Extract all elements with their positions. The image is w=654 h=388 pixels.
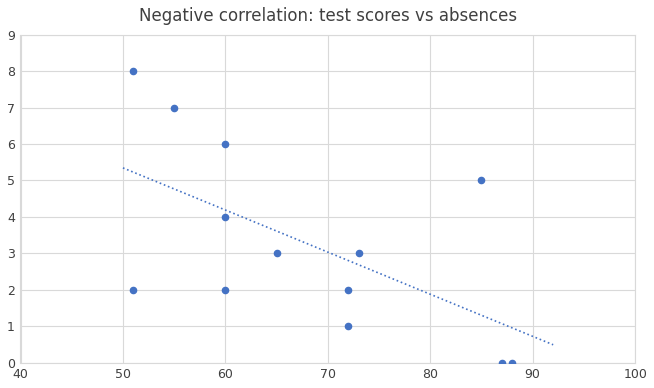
Point [220, 141, 231, 147]
Point [353, 250, 364, 256]
Point [220, 214, 231, 220]
Point [343, 287, 354, 293]
Point [343, 323, 354, 329]
Point [476, 177, 487, 184]
Point [220, 287, 231, 293]
Title: Negative correlation: test scores vs absences: Negative correlation: test scores vs abs… [139, 7, 517, 25]
Point [507, 359, 517, 365]
Point [497, 359, 508, 365]
Point [169, 104, 179, 111]
Point [128, 68, 139, 74]
Point [128, 287, 139, 293]
Point [271, 250, 282, 256]
